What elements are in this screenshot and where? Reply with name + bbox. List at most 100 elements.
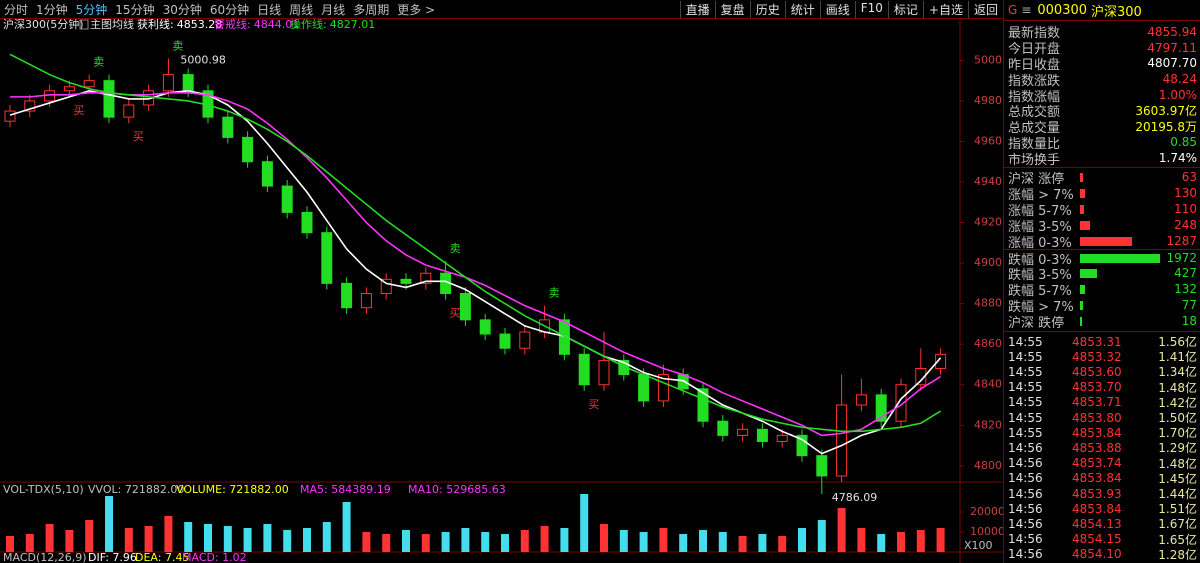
volume-bar [540,526,549,552]
tick-row: 14:56 4853.84 1.45亿 [1004,471,1200,486]
tick-volume: 1.51亿 [1158,502,1197,517]
tool-button[interactable]: 标记 [887,0,923,18]
quote-value: 1.74% [1158,151,1197,166]
tick-time: 14:56 [1008,471,1043,486]
y-tick-label: 4900 [974,256,1002,269]
volume-bar [65,530,74,552]
tool-button[interactable]: 统计 [784,0,820,18]
tick-price: 4853.71 [1072,395,1122,410]
tick-volume: 1.70亿 [1158,426,1197,441]
volume-bar [25,534,34,552]
tick-volume: 1.45亿 [1158,471,1197,486]
quote-value: 4855.94 [1147,24,1197,39]
breadth-count: 18 [1181,314,1197,328]
breadth-bar [1080,236,1133,246]
tool-button[interactable]: 直播 [679,0,715,18]
tool-button[interactable]: 复盘 [714,0,750,18]
candle-body [380,278,392,295]
tool-button[interactable]: 返回 [967,0,1003,18]
quote-value: 20195.8万 [1135,120,1197,135]
candle-body [360,293,372,309]
tick-time: 14:56 [1008,456,1043,471]
legend-value: 4853.28 [177,18,223,31]
quote-label: 今日开盘 [1008,42,1061,58]
tick-time: 14:55 [1008,334,1043,349]
period-tab[interactable]: 1分钟 [36,2,68,17]
quote-panel: G ≡ 000300 沪深300 最新指数 4855.94 今日开盘 4797.11 昨日收… [1003,0,1200,563]
volume-bar [580,494,589,552]
volume-bar [718,532,727,552]
tick-row: 14:56 4853.74 1.48亿 [1004,456,1200,471]
ma-line [9,89,942,455]
tick-volume: 1.65亿 [1158,532,1197,547]
period-tab[interactable]: 周线 [289,2,314,17]
tick-time: 14:55 [1008,349,1043,364]
high-label: 5000.98 [180,53,226,66]
period-tab[interactable]: 15分钟 [115,2,155,17]
candle-body [479,319,491,335]
breadth-row: 沪深 涨停 63 [1004,169,1200,187]
candle-body [697,388,709,422]
period-tab[interactable]: 更多 > [397,2,436,17]
period-tab[interactable]: 分时 [4,2,29,17]
candle-body [935,353,947,370]
candle-body [895,384,907,422]
period-tab[interactable]: 60分钟 [209,2,250,17]
quote-row: 总成交额 3603.97亿 [1004,103,1200,120]
y-tick-label: 10000 [970,525,1003,538]
breadth-row: 跌幅 0-3% 1972 [1004,249,1200,268]
legend-name: 警戒线: [214,17,251,31]
candle-body [499,333,511,349]
candle-body [578,353,590,386]
tool-button[interactable]: F10 [854,0,888,18]
tool-button[interactable]: 画线 [819,0,855,18]
periods: 分时 1分钟 5分钟 15分钟 30分钟 60分钟 日线 周线 月线 多周期 更多 > [0,1,439,18]
menu-icon[interactable]: ≡ [1021,3,1032,17]
volume-bar [738,536,747,552]
tick-price: 4853.93 [1072,486,1122,501]
quote-row: 昨日收盘 4807.70 [1004,56,1200,73]
y-tick-label: 4920 [974,216,1002,229]
y-tick-label: 5000 [974,53,1002,66]
period-tab[interactable]: 5分钟 [75,2,108,17]
candle-body [123,104,135,118]
breadth-label: 涨幅 5-7% [1008,203,1072,219]
tick-time: 14:56 [1008,547,1043,562]
volume-bar [124,528,133,552]
tick-price: 4853.84 [1072,425,1122,440]
tick-time: 14:56 [1008,440,1043,455]
tick-volume: 1.56亿 [1158,335,1197,350]
breadth-bar [1080,220,1091,230]
tool-button[interactable]: +自选 [922,0,968,18]
tick-row: 14:56 4853.93 1.44亿 [1004,486,1200,502]
volume-bar [6,536,14,552]
tick-volume: 1.67亿 [1158,517,1197,532]
legend-name: 获利线: [137,17,174,31]
volume-legend: MA10: 529685.63 [408,483,506,496]
volume-legend: VOL-TDX(5,10) [3,483,84,496]
volume-bar [223,526,232,552]
ma-line [9,53,942,433]
candle-body [638,374,650,402]
breadth-count: 130 [1174,186,1197,200]
breadth-count: 110 [1174,202,1197,216]
breadth-count: 427 [1174,266,1197,280]
volume-bar [481,532,490,552]
period-tab[interactable]: 30分钟 [162,2,202,17]
volume-bar [421,534,430,552]
tick-price: 4854.13 [1072,516,1122,531]
tick-price: 4853.84 [1072,501,1122,516]
tick-volume: 1.48亿 [1158,380,1197,395]
tool-button[interactable]: 历史 [749,0,785,18]
breadth-label: 涨幅 0-3% [1008,235,1072,251]
period-tab[interactable]: 多周期 [353,2,390,17]
sell-signal: 卖 [93,56,104,69]
breadth-count: 1287 [1166,234,1197,248]
candle-body [459,293,471,321]
low-label: 4786.09 [832,491,878,504]
period-tab[interactable]: 月线 [321,2,346,17]
candle-body [915,368,927,386]
quote-value: 3603.97亿 [1135,104,1197,119]
period-tab[interactable]: 日线 [257,2,282,17]
volume-bar [105,496,113,552]
